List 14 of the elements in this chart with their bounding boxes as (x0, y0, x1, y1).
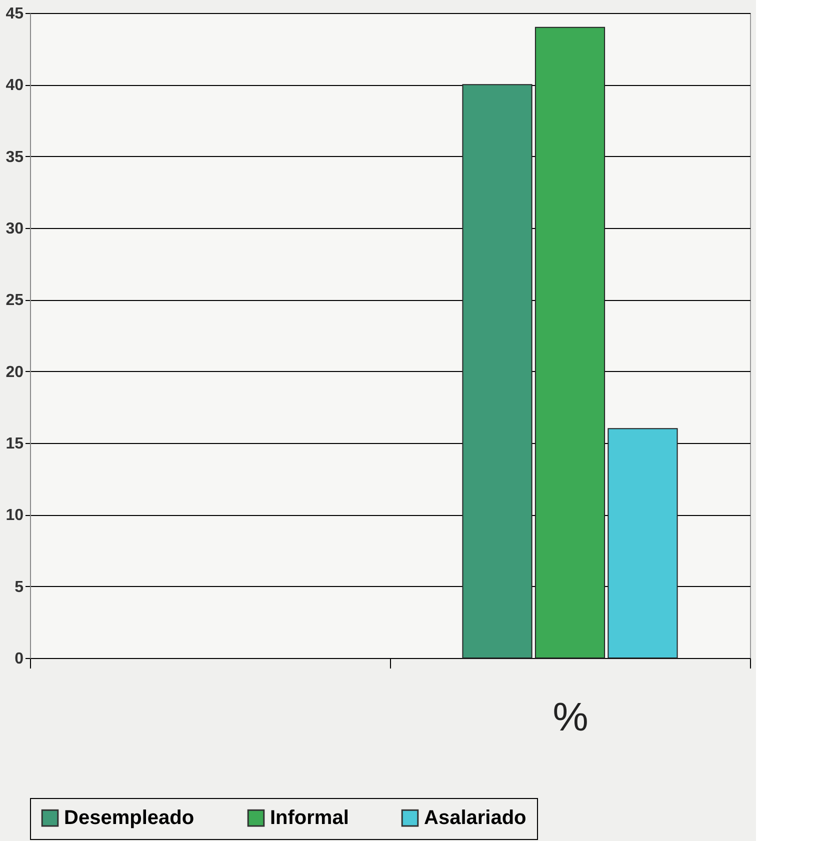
y-tick-label: 5 (14, 578, 24, 596)
y-tick-label: 40 (6, 77, 24, 94)
x-tick-label: % (552, 696, 588, 740)
y-tick-label: 25 (6, 292, 24, 310)
legend-label: Desempleado (64, 807, 194, 830)
y-tick-label: 20 (6, 364, 24, 381)
legend-label: Informal (270, 807, 349, 830)
y-tick-label: 35 (6, 148, 24, 166)
y-tick-label: 30 (6, 220, 24, 238)
y-tick-label: 0 (14, 650, 24, 668)
legend-label: Asalariado (424, 807, 526, 830)
y-tick-label: 15 (6, 436, 24, 452)
y-tick-label: 45 (6, 6, 24, 22)
y-tick-label: 10 (6, 507, 24, 524)
